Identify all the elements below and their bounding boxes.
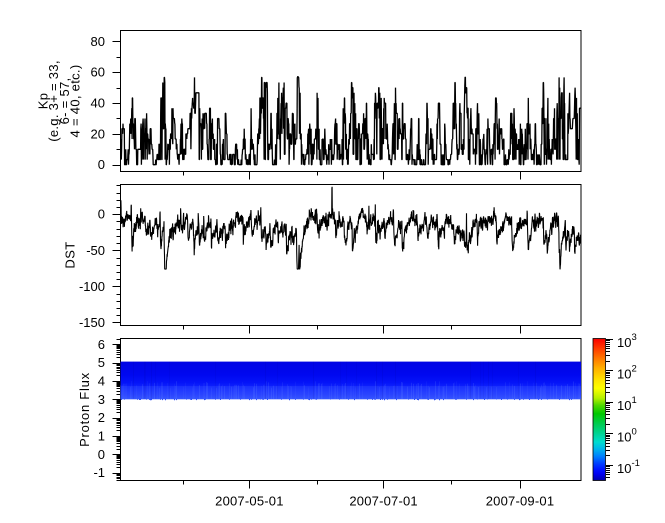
svg-text:0: 0 <box>98 447 105 462</box>
svg-text:-100: -100 <box>79 279 105 294</box>
svg-text:6- = 57,: 6- = 57, <box>57 78 72 125</box>
svg-text:2007-07-01: 2007-07-01 <box>349 494 418 509</box>
svg-text:10: 10 <box>617 335 631 350</box>
svg-text:0: 0 <box>98 207 105 222</box>
svg-text:-150: -150 <box>79 315 105 330</box>
svg-text:80: 80 <box>91 34 105 49</box>
svg-text:2007-09-01: 2007-09-01 <box>486 494 555 509</box>
svg-text:2: 2 <box>632 364 637 375</box>
svg-text:2007-05-01: 2007-05-01 <box>215 494 284 509</box>
svg-text:5: 5 <box>98 355 105 370</box>
svg-text:4 = 40, etc.): 4 = 40, etc.) <box>68 65 83 138</box>
svg-text:1: 1 <box>632 395 637 406</box>
svg-text:10: 10 <box>617 461 631 476</box>
svg-text:(e.g. 3+ = 33,: (e.g. 3+ = 33, <box>46 60 61 142</box>
svg-text:0: 0 <box>632 427 637 438</box>
svg-text:60: 60 <box>91 65 105 80</box>
svg-text:1: 1 <box>98 428 105 443</box>
svg-text:3: 3 <box>98 392 105 407</box>
svg-text:-1: -1 <box>632 458 640 469</box>
svg-text:20: 20 <box>91 126 105 141</box>
svg-text:Kp: Kp <box>36 93 51 110</box>
svg-text:10: 10 <box>617 366 631 381</box>
svg-text:-50: -50 <box>86 243 105 258</box>
svg-text:2: 2 <box>98 410 105 425</box>
svg-text:10: 10 <box>617 429 631 444</box>
svg-text:10: 10 <box>617 398 631 413</box>
svg-text:DST: DST <box>63 241 78 268</box>
svg-text:40: 40 <box>91 96 105 111</box>
svg-text:Proton Flux: Proton Flux <box>77 372 92 447</box>
svg-text:3: 3 <box>632 332 637 343</box>
svg-text:6: 6 <box>98 337 105 352</box>
svg-text:0: 0 <box>98 157 105 172</box>
svg-text:4: 4 <box>98 373 105 388</box>
svg-text:-1: -1 <box>93 465 105 480</box>
